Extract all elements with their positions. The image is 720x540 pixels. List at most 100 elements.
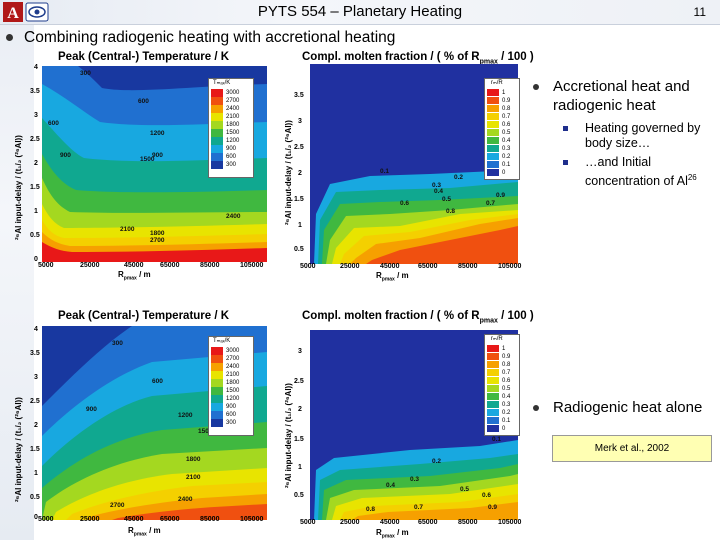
y-tick: 2 [298, 170, 302, 177]
colorbar-label: 1500 [226, 388, 240, 394]
colorbar-label: 1 [502, 346, 506, 352]
colorbar-swatch [487, 121, 499, 128]
contour-band [366, 226, 518, 264]
y-tick: 2 [34, 422, 38, 429]
colorbar-swatch [487, 89, 499, 96]
colorbar-swatch [487, 425, 499, 432]
colorbar-label: 0.6 [502, 122, 511, 128]
contour-label: 0.8 [446, 208, 456, 215]
colorbar-swatch [487, 129, 499, 136]
colorbar-header: rₘ/R [491, 80, 503, 86]
colorbar-swatch [487, 169, 499, 176]
y-axis-label: ²⁶Al input-delay / (t₁/₂ (²⁶Al)) [14, 397, 23, 502]
y-tick: 2 [298, 406, 302, 413]
x-tick: 65000 [160, 262, 180, 269]
colorbar-label: 2400 [226, 106, 240, 112]
y-tick: 0.5 [30, 494, 40, 501]
y-tick: 3 [298, 118, 302, 125]
colorbar-label: 0.4 [502, 138, 511, 144]
colorbar-label: 0.5 [502, 386, 511, 392]
y-tick: 4 [34, 64, 38, 71]
x-axis-label: Rpmax / m [376, 271, 409, 283]
contour-label: 0.9 [488, 504, 498, 511]
bullet-dot [533, 84, 539, 90]
temperature-colorbar: Tₘₐₓ/K 3000 2700 2400 2100 1800 1500 120… [208, 336, 254, 436]
contour-label: 900 [86, 406, 97, 413]
contour-label: 0.2 [432, 458, 442, 465]
contour-label: 0.3 [432, 182, 442, 189]
bullet-radiogenic-alone: Radiogenic heat alone [553, 399, 703, 416]
colorbar-label: 0 [502, 426, 506, 432]
contour-label: 2700 [150, 237, 165, 244]
colorbar-swatch [487, 361, 499, 368]
contour-label: 2400 [178, 496, 193, 503]
x-tick: 65000 [160, 516, 180, 523]
contour-label: 0.3 [410, 476, 420, 483]
contour-label: 0.8 [366, 506, 376, 513]
y-tick: 2.5 [294, 378, 304, 385]
colorbar-swatch [487, 393, 499, 400]
x-tick: 5000 [38, 516, 54, 523]
sub-bullet-body-size: Heating governed by body size… [585, 121, 701, 150]
y-axis-label: ²⁶Al input-delay / (t₁/₂ (²⁶Al)) [14, 135, 23, 240]
y-tick: 4 [34, 326, 38, 333]
contour-label: 2700 [110, 502, 125, 509]
colorbar-swatch [211, 161, 223, 169]
y-tick: 0.5 [294, 492, 304, 499]
colorbar-swatch [487, 409, 499, 416]
colorbar-label: 600 [226, 154, 237, 160]
colorbar-label: 0.1 [502, 418, 511, 424]
chart-title: Peak (Central-) Temperature / K [58, 310, 230, 322]
x-tick: 45000 [124, 262, 144, 269]
y-axis-label: ²⁶Al input-delay / (t₁/₂ (²⁶Al)) [284, 383, 293, 488]
y-tick: 3 [34, 374, 38, 381]
contour-label: 600 [152, 378, 163, 385]
contour-label: 600 [138, 98, 149, 105]
contour-band [352, 502, 518, 520]
top-temperature-chart: Peak (Central-) Temperature / K ²⁶Al inp… [0, 50, 272, 282]
colorbar-label: 1800 [226, 380, 240, 386]
colorbar-header: Tₘₐₓ/K [213, 80, 231, 86]
colorbar-swatch [211, 395, 223, 403]
x-tick: 25000 [340, 263, 360, 270]
contour-label: 900 [152, 152, 163, 159]
contour-label: 2400 [226, 213, 241, 220]
colorbar-label: 0.1 [502, 162, 511, 168]
colorbar-swatch [211, 153, 223, 161]
slide-heading: Combining radiogenic heating with accret… [24, 29, 396, 46]
x-axis-label: Rpmax / m [376, 528, 409, 540]
colorbar-label: 2100 [226, 372, 240, 378]
contour-label: 1500 [198, 428, 213, 435]
contour-label: 0.9 [496, 192, 506, 199]
colorbar-swatch [211, 129, 223, 137]
colorbar-swatch [211, 89, 223, 97]
molten-fraction-contour-map [310, 64, 518, 264]
contour-label: 0.2 [454, 174, 464, 181]
colorbar-swatch [487, 137, 499, 144]
x-tick: 85000 [200, 262, 220, 269]
y-tick: 1.5 [294, 436, 304, 443]
x-tick: 85000 [200, 516, 220, 523]
colorbar-swatch [211, 355, 223, 363]
contour-label: 0.5 [460, 486, 470, 493]
university-logo: A [3, 2, 49, 22]
molten-fraction-contour-map [310, 330, 518, 520]
colorbar-swatch [487, 369, 499, 376]
contour-label: 0.5 [442, 196, 452, 203]
colorbar-header: rₘ/R [491, 336, 503, 342]
colorbar-swatch [211, 145, 223, 153]
colorbar-swatch [487, 353, 499, 360]
y-tick: 0.5 [30, 232, 40, 239]
colorbar-label: 1200 [226, 138, 240, 144]
colorbar-swatch [487, 105, 499, 112]
slide-title: PYTS 554 – Planetary Heating [257, 3, 463, 20]
contour-label: 900 [60, 152, 71, 159]
contour-label: 2100 [120, 226, 135, 233]
contour-label: 1200 [150, 130, 165, 137]
x-tick: 85000 [458, 519, 478, 526]
colorbar-swatch [211, 97, 223, 105]
y-tick: 1 [34, 208, 38, 215]
colorbar-label: 3000 [226, 348, 240, 354]
y-tick: 1.5 [294, 196, 304, 203]
colorbar-swatch [211, 113, 223, 121]
